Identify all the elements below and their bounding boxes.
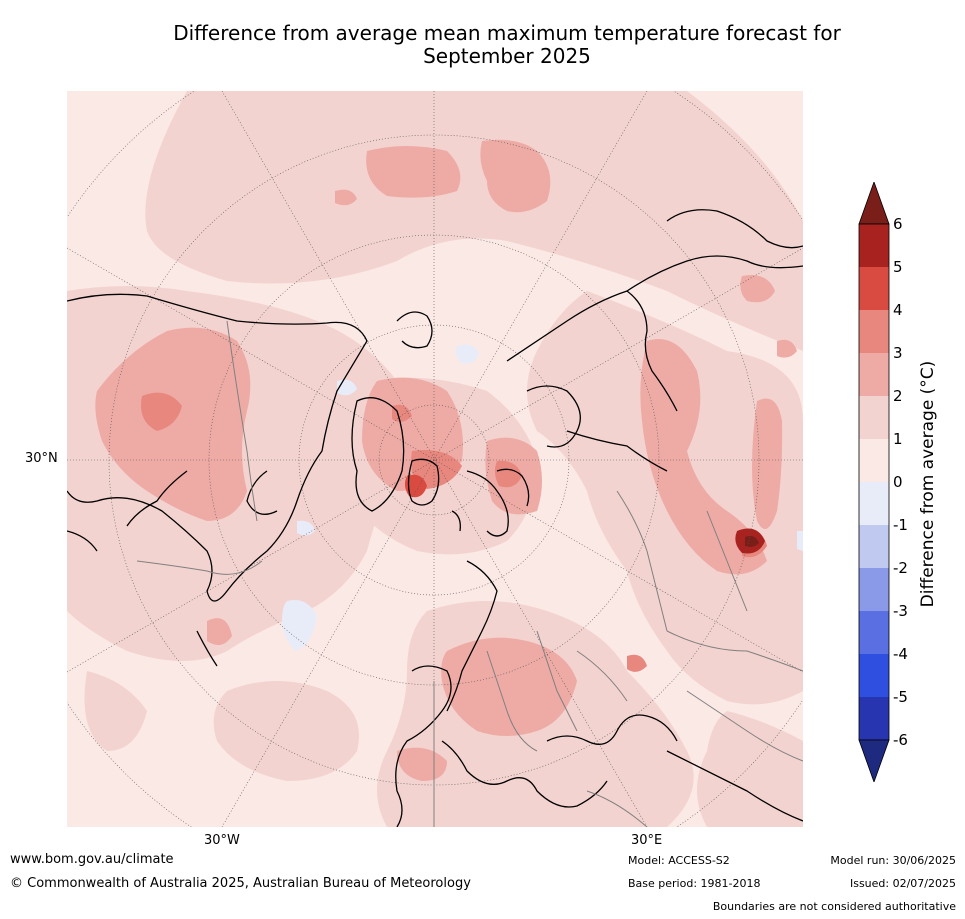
colorbar-tick-label: -6 [893, 731, 908, 749]
colorbar-tick-label: 5 [893, 258, 903, 276]
colorbar-segment [859, 224, 889, 267]
colorbar-tick-label: -3 [893, 602, 908, 620]
colorbar-segment [859, 439, 889, 482]
anomaly-4-plus-regions [404, 474, 765, 554]
colorbar-tick-label: 2 [893, 387, 903, 405]
colorbar-segment [859, 568, 889, 611]
footer-copyright: © Commonwealth of Australia 2025, Austra… [10, 876, 471, 891]
colorbar-tick-label: -2 [893, 559, 908, 577]
colorbar-segment [859, 525, 889, 568]
colorbar [858, 182, 890, 782]
footer-website: www.bom.gov.au/climate [10, 852, 174, 867]
colorbar-tick-label: -5 [893, 688, 908, 706]
colorbar-segment [859, 654, 889, 697]
graticule [67, 91, 803, 827]
colorbar-tick-label: -1 [893, 516, 908, 534]
colorbar-segment [859, 482, 889, 525]
colorbar-segment [859, 697, 889, 740]
colorbar-segment [859, 396, 889, 439]
anomaly-negative-regions [282, 344, 803, 651]
longitude-label-30e: 30°E [631, 833, 663, 848]
title-line-1: Difference from average mean maximum tem… [173, 21, 841, 45]
colorbar-tick-label: 1 [893, 430, 903, 448]
colorbar-segment [859, 310, 889, 353]
temperature-anomaly-map [67, 91, 803, 827]
country-borders [136, 320, 803, 827]
footer-model-run: Model run: 30/06/2025 [830, 854, 956, 867]
longitude-label-30w: 30°W [204, 833, 240, 848]
map-title: Difference from average mean maximum tem… [0, 22, 965, 68]
colorbar-segment [859, 353, 889, 396]
footer-model: Model: ACCESS-S2 [628, 854, 730, 867]
colorbar-title: Difference from average (°C) [918, 360, 938, 608]
colorbar-segment [859, 267, 889, 310]
colorbar-tick-label: -4 [893, 645, 908, 663]
colorbar-segment [859, 611, 889, 654]
colorbar-extend-top [858, 182, 890, 225]
colorbar-extend-bottom [858, 739, 890, 782]
footer-base-period: Base period: 1981-2018 [628, 877, 761, 890]
colorbar-tick-label: 6 [893, 215, 903, 233]
footer-issued: Issued: 02/07/2025 [849, 877, 956, 890]
colorbar-tick-label: 4 [893, 301, 903, 319]
footer-disclaimer: Boundaries are not considered authoritat… [712, 900, 956, 913]
coastlines [67, 209, 803, 827]
title-line-2: September 2025 [423, 44, 591, 68]
colorbar-tick-label: 0 [893, 473, 903, 491]
latitude-label-30n: 30°N [25, 451, 58, 466]
colorbar-tick-label: 3 [893, 344, 903, 362]
